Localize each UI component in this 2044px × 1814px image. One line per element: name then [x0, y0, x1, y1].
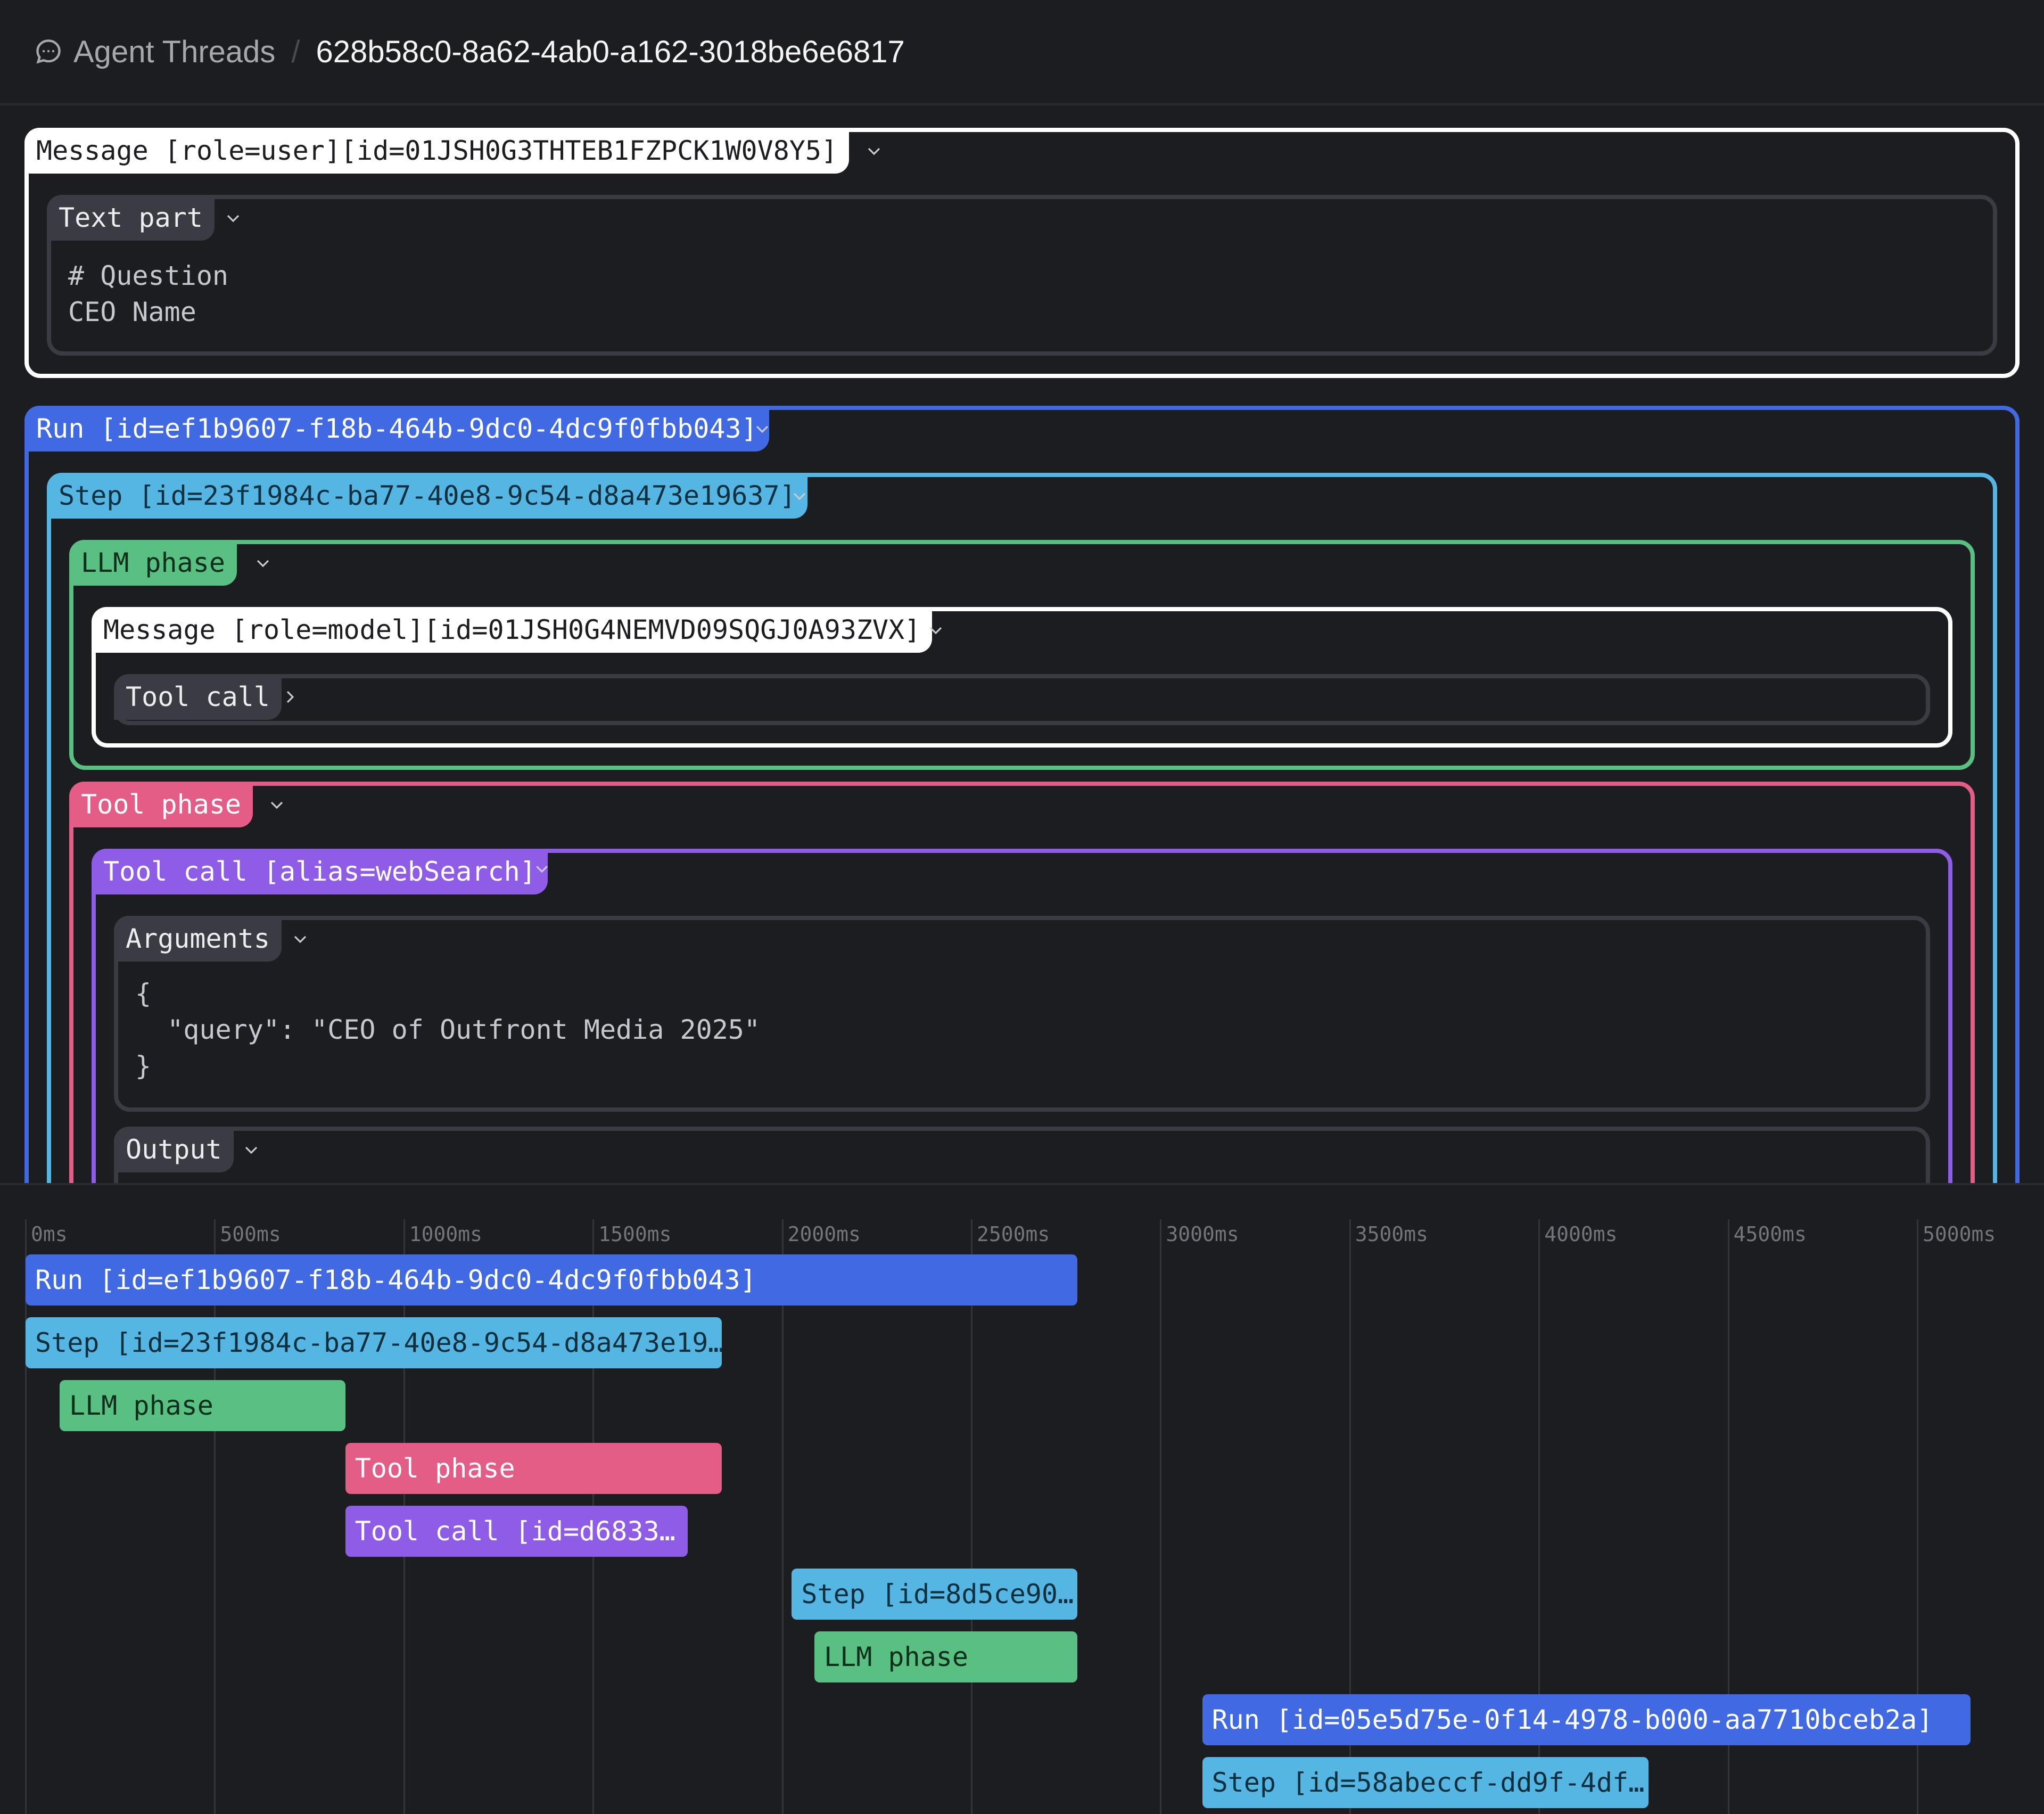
timeline-tick-label: 3000ms: [1166, 1222, 1239, 1246]
tool-call-collapsed-node: Tool call: [114, 674, 1930, 725]
arguments-label[interactable]: Arguments: [114, 916, 282, 962]
timeline-gridline: [1917, 1219, 1918, 1814]
arguments-node: Arguments { "query": "CEO of Outfront Me…: [114, 916, 1930, 1112]
trace-tree[interactable]: Message [role=user][id=01JSH0G3THTEB1FZP…: [0, 108, 2044, 1183]
timeline-bar[interactable]: Step [id=23f1984c-ba77-40e8-9c54-d8a473e…: [26, 1317, 722, 1368]
timeline-bar[interactable]: LLM phase: [59, 1380, 345, 1431]
step-node: Step [id=23f1984c-ba77-40e8-9c54-d8a473e…: [47, 473, 1997, 1183]
timeline-tick-label: 1500ms: [598, 1222, 672, 1246]
tool-phase-label[interactable]: Tool phase: [69, 782, 253, 827]
timeline-bar[interactable]: Run [id=05e5d75e-0f14-4978-b000-aa7710bc…: [1202, 1694, 1971, 1745]
timeline-gridline: [1538, 1219, 1540, 1814]
tool-call-collapsed-label[interactable]: Tool call: [114, 674, 282, 720]
chevron-down-icon[interactable]: [290, 916, 311, 962]
user-message-label[interactable]: Message [role=user][id=01JSH0G3THTEB1FZP…: [24, 128, 850, 174]
chevron-down-icon[interactable]: [534, 849, 556, 894]
chevron-down-icon[interactable]: [266, 782, 287, 827]
text-part-node: Text part # Question CEO Name: [47, 195, 1997, 356]
timeline-tick-label: 3500ms: [1355, 1222, 1429, 1246]
timeline-bar[interactable]: Tool phase: [345, 1443, 722, 1494]
timeline-tick-label: 2500ms: [977, 1222, 1050, 1246]
text-part-label[interactable]: Text part: [47, 195, 215, 241]
model-message-label[interactable]: Message [role=model][id=01JSH0G4NEMVD09S…: [92, 607, 933, 653]
page-title: 628b58c0-8a62-4ab0-a162-3018be6e6817: [316, 34, 905, 69]
timeline-tick-label: 4500ms: [1733, 1222, 1807, 1246]
timeline-bar[interactable]: LLM phase: [814, 1631, 1078, 1682]
timeline-gridline: [781, 1219, 784, 1814]
tool-call-label[interactable]: Tool call [alias=webSearch]: [92, 849, 548, 894]
timeline-gridline: [1349, 1219, 1351, 1814]
timeline-bar[interactable]: Tool call [id=d6833…: [345, 1506, 688, 1557]
chevron-down-icon[interactable]: [863, 128, 885, 174]
timeline-tick-label: 2000ms: [787, 1222, 861, 1246]
arguments-content: { "query": "CEO of Outfront Media 2025" …: [135, 978, 760, 1081]
chevron-down-icon[interactable]: [222, 195, 244, 241]
timeline-tick-label: 0ms: [31, 1222, 68, 1246]
tool-call-node: Tool call [alias=webSearch] Arguments { …: [92, 849, 1952, 1183]
timeline-tick-label: 5000ms: [1923, 1222, 1996, 1246]
run-node: Run [id=ef1b9607-f18b-464b-9dc0-4dc9f0fb…: [24, 406, 2020, 1183]
output-label[interactable]: Output: [114, 1127, 234, 1172]
timeline-tick-label: 4000ms: [1544, 1222, 1618, 1246]
chevron-down-icon[interactable]: [252, 540, 274, 586]
timeline-bar[interactable]: Step [id=8d5ce90…: [792, 1569, 1077, 1620]
chevron-down-icon[interactable]: [789, 473, 810, 519]
timeline-gridline: [971, 1219, 972, 1814]
chevron-right-icon[interactable]: [279, 674, 300, 720]
chevron-down-icon[interactable]: [241, 1127, 262, 1172]
breadcrumb-separator: /: [291, 34, 300, 69]
timeline-gridline: [1727, 1219, 1729, 1814]
timeline-gridline: [214, 1219, 216, 1814]
chevron-down-icon[interactable]: [752, 406, 773, 452]
timeline-tick-label: 500ms: [220, 1222, 281, 1246]
chevron-down-icon[interactable]: [925, 607, 946, 653]
chat-bubble-icon: [36, 39, 61, 64]
run-label[interactable]: Run [id=ef1b9607-f18b-464b-9dc0-4dc9f0fb…: [24, 406, 769, 452]
breadcrumb-app-link[interactable]: Agent Threads: [73, 34, 276, 69]
breadcrumb: Agent Threads / 628b58c0-8a62-4ab0-a162-…: [0, 0, 2044, 105]
user-message-node: Message [role=user][id=01JSH0G3THTEB1FZP…: [24, 128, 2020, 378]
output-node: Output: [114, 1127, 1930, 1183]
llm-phase-label[interactable]: LLM phase: [69, 540, 237, 586]
timeline-panel[interactable]: 0ms 500ms 1000ms 1500ms 2000ms 2500ms 3000ms 35…: [0, 1183, 2044, 1814]
timeline-bar[interactable]: Run [id=ef1b9607-f18b-464b-9dc0-4dc9f0fb…: [26, 1254, 1078, 1306]
timeline-gridline: [1160, 1219, 1162, 1814]
tool-phase-node: Tool phase Tool call [alias=webSearch] A…: [69, 782, 1975, 1183]
timeline-tick-label: 1000ms: [409, 1222, 483, 1246]
timeline-bar[interactable]: Step [id=58abeccf-dd9f-4df…: [1202, 1757, 1649, 1808]
step-label[interactable]: Step [id=23f1984c-ba77-40e8-9c54-d8a473e…: [47, 473, 807, 519]
text-part-content: # Question CEO Name: [68, 260, 229, 327]
timeline-gridline: [25, 1219, 27, 1814]
llm-phase-node: LLM phase Message [role=model][id=01JSH0…: [69, 540, 1975, 770]
model-message-node: Message [role=model][id=01JSH0G4NEMVD09S…: [92, 607, 1952, 748]
